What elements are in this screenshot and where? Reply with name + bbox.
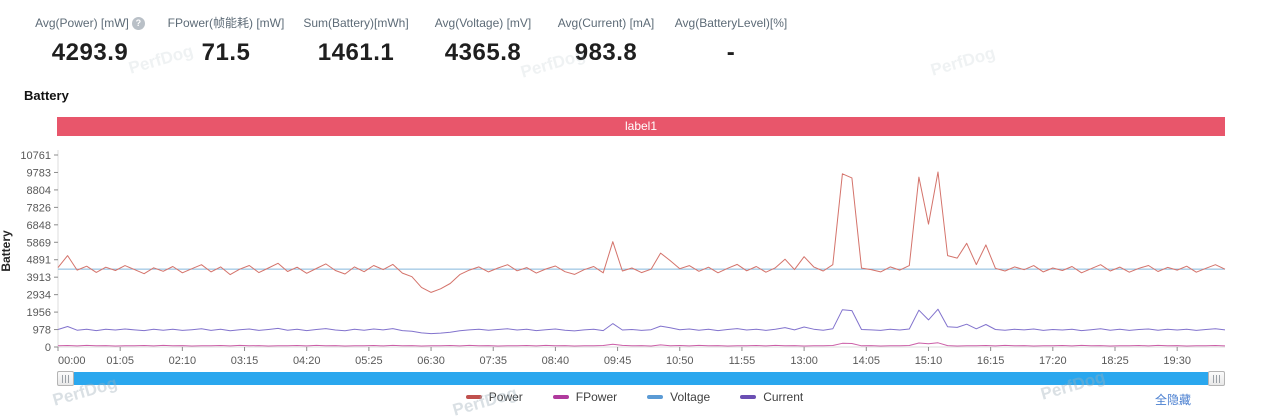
stat-label-sum-battery: Sum(Battery)[mWh]: [303, 16, 409, 30]
stat-card-avg-voltage: Avg(Voltage) [mV] 4365.8: [420, 12, 546, 67]
svg-text:3913: 3913: [27, 272, 51, 284]
svg-text:5869: 5869: [27, 237, 51, 249]
power-line: [57, 171, 1226, 293]
svg-text:2934: 2934: [27, 290, 51, 302]
current-dash-icon: [740, 395, 757, 399]
stat-value-avg-voltage: 4365.8: [444, 39, 522, 66]
hide-all-link[interactable]: 全隐藏: [1155, 393, 1192, 407]
svg-text:9783: 9783: [27, 167, 51, 179]
chart-range-scrollbar: [57, 371, 1225, 386]
chart-legend: Power FPower Voltage Current: [0, 390, 1269, 404]
help-icon[interactable]: ?: [131, 16, 145, 30]
svg-text:08:40: 08:40: [542, 355, 570, 367]
svg-text:10761: 10761: [20, 150, 51, 162]
stat-card-avg-batterylevel: Avg(BatteryLevel)[%] -: [666, 12, 796, 67]
scrollbar-right-handle[interactable]: [1208, 371, 1225, 386]
stats-row: Avg(Power) [mW] ? 4293.9 FPower(帧能耗) [mW…: [20, 12, 796, 67]
power-dash-icon: [465, 395, 482, 399]
svg-text:14:05: 14:05: [853, 355, 881, 367]
stat-label-avg-batterylevel: Avg(BatteryLevel)[%]: [674, 16, 788, 30]
stat-card-avg-current: Avg(Current) [mA] 983.8: [546, 12, 666, 67]
svg-text:17:20: 17:20: [1039, 355, 1067, 367]
legend-item-current[interactable]: Current: [740, 390, 803, 404]
svg-text:8804: 8804: [27, 185, 51, 197]
svg-text:1956: 1956: [27, 307, 51, 319]
svg-text:03:15: 03:15: [231, 355, 259, 367]
voltage-dash-icon: [647, 395, 664, 399]
legend-item-voltage[interactable]: Voltage: [647, 390, 710, 404]
stat-card-sum-battery: Sum(Battery)[mWh] 1461.1: [292, 12, 420, 67]
y-axis-title: Battery: [0, 230, 13, 272]
stat-card-avg-power: Avg(Power) [mW] ? 4293.9: [20, 12, 160, 67]
svg-text:19:30: 19:30: [1163, 355, 1191, 367]
svg-text:10:50: 10:50: [666, 355, 694, 367]
stat-label-avg-power: Avg(Power) [mW]: [35, 16, 129, 30]
svg-text:02:10: 02:10: [169, 355, 197, 367]
svg-text:01:05: 01:05: [106, 355, 134, 367]
svg-text:6848: 6848: [27, 220, 51, 232]
perfdog-watermark: PerfDog: [928, 43, 998, 80]
stat-label-fpower: FPower(帧能耗) [mW]: [167, 16, 285, 30]
legend-item-fpower[interactable]: FPower: [552, 390, 618, 404]
svg-text:7826: 7826: [27, 202, 51, 214]
stat-card-fpower: FPower(帧能耗) [mW] 71.5: [160, 12, 292, 67]
svg-text:4891: 4891: [27, 255, 51, 267]
legend-label-current: Current: [763, 390, 804, 404]
svg-text:978: 978: [33, 325, 51, 337]
legend-item-power[interactable]: Power: [465, 390, 523, 404]
svg-text:06:30: 06:30: [417, 355, 445, 367]
scrollbar-track-fill[interactable]: [74, 372, 1208, 385]
legend-label-fpower: FPower: [575, 390, 618, 404]
svg-text:16:15: 16:15: [977, 355, 1005, 367]
svg-text:00:00: 00:00: [58, 355, 86, 367]
stat-label-avg-current: Avg(Current) [mA]: [557, 16, 655, 30]
fpower-dash-icon: [552, 395, 569, 399]
scrollbar-grip-icon: [1213, 374, 1220, 383]
svg-text:04:20: 04:20: [293, 355, 321, 367]
stat-value-avg-power: 4293.9: [51, 39, 129, 66]
stat-value-fpower: 71.5: [201, 39, 251, 66]
svg-text:18:25: 18:25: [1101, 355, 1129, 367]
stat-value-avg-batterylevel: -: [726, 39, 736, 66]
svg-text:07:35: 07:35: [479, 355, 507, 367]
legend-label-power: Power: [488, 390, 523, 404]
current-line: [57, 308, 1226, 335]
svg-text:13:00: 13:00: [790, 355, 818, 367]
svg-text:0: 0: [45, 342, 51, 354]
section-title-battery: Battery: [24, 88, 69, 103]
stat-label-avg-voltage: Avg(Voltage) [mV]: [434, 16, 532, 30]
stat-value-sum-battery: 1461.1: [317, 39, 395, 66]
label1-banner[interactable]: label1: [57, 117, 1225, 136]
svg-text:15:10: 15:10: [915, 355, 943, 367]
svg-text:11:55: 11:55: [729, 355, 756, 367]
legend-label-voltage: Voltage: [670, 390, 711, 404]
stat-value-avg-current: 983.8: [574, 39, 638, 66]
battery-chart: 0 978 1956 2934 3913 4891 5869 6848 7826 8804 9783…: [0, 150, 1226, 367]
svg-text:05:25: 05:25: [355, 355, 383, 367]
fpower-line: [57, 342, 1226, 347]
svg-text:09:45: 09:45: [604, 355, 632, 367]
scrollbar-left-handle[interactable]: [57, 371, 74, 386]
scrollbar-grip-icon: [62, 374, 69, 383]
